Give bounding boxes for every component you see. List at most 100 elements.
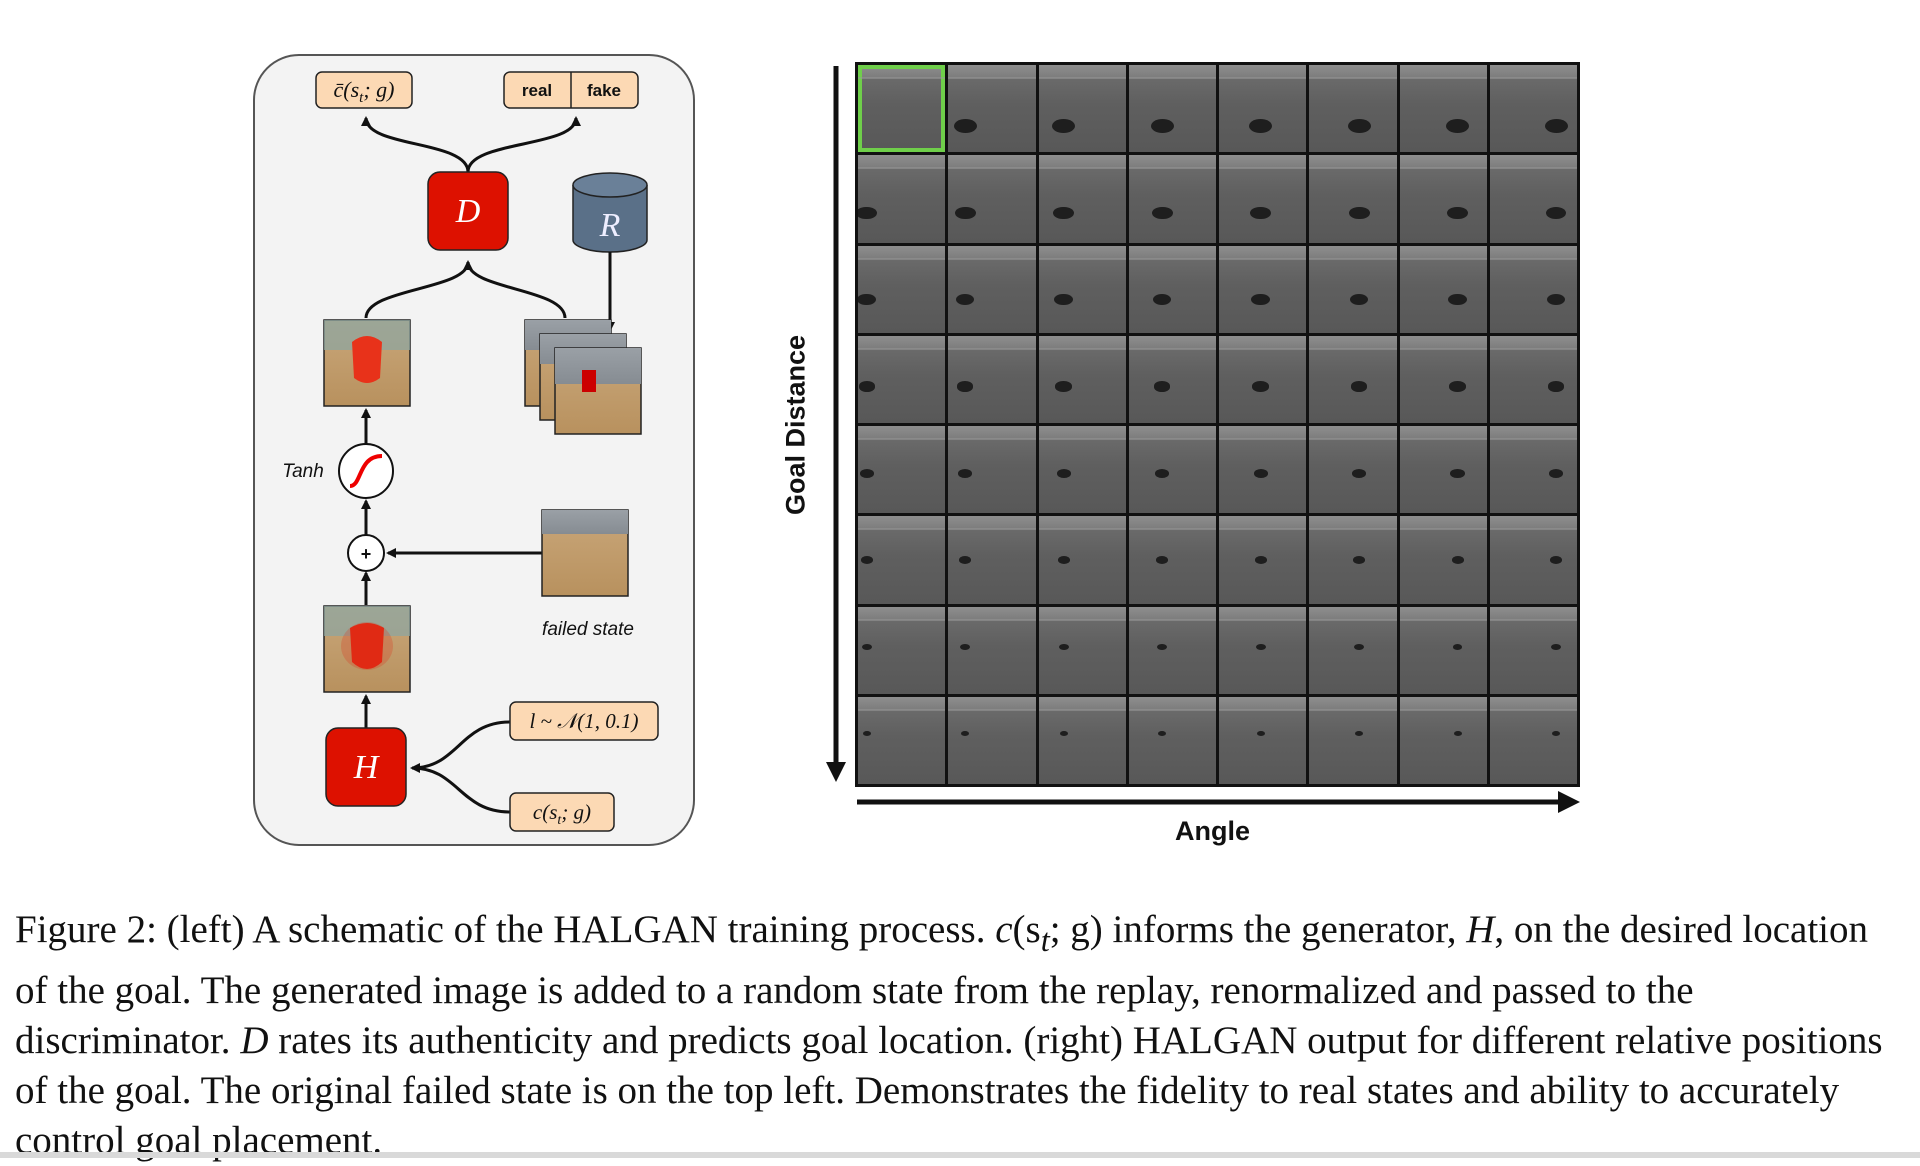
- real-label: real: [522, 81, 552, 100]
- grid-cell: [1038, 516, 1126, 604]
- x-axis-label: Angle: [1175, 816, 1251, 846]
- grid-cell: [948, 426, 1036, 514]
- goal-blob: [1054, 294, 1073, 306]
- grid-cell: [948, 155, 1036, 243]
- goal-blob: [1352, 468, 1367, 478]
- grid-cell: [1399, 65, 1487, 153]
- grid-cell: [858, 606, 946, 694]
- goal-blob: [1350, 381, 1368, 392]
- fake-label: fake: [587, 81, 621, 100]
- goal-blob: [860, 556, 873, 564]
- goal-blob: [1052, 119, 1076, 134]
- grid-cell: [1309, 155, 1397, 243]
- grid-cell: [1128, 606, 1216, 694]
- grid-cell: [1038, 65, 1126, 153]
- grid-cell: [1219, 696, 1307, 784]
- goal-blob: [1446, 119, 1470, 134]
- tanh-label: Tanh: [282, 461, 324, 482]
- goal-blob: [1157, 643, 1168, 650]
- caption-part2: informs the generator,: [1102, 908, 1467, 951]
- grid-cell: [1128, 155, 1216, 243]
- svg-text:D: D: [455, 193, 481, 230]
- x-axis-arrow: [857, 791, 1580, 813]
- real-fake-box: real fake: [503, 71, 639, 109]
- arrow-d-to-cbar: [361, 116, 470, 173]
- goal-blob: [858, 294, 877, 306]
- goal-blob: [955, 294, 975, 306]
- goal-blob: [1550, 556, 1563, 564]
- cbar-rest: ; g): [363, 77, 394, 102]
- goal-blob: [1155, 468, 1170, 478]
- goal-blob: [1256, 731, 1265, 737]
- grid-cell: [1038, 606, 1126, 694]
- grid-cell: [858, 696, 946, 784]
- goal-blob: [1548, 468, 1564, 478]
- caption-math-sub: t: [1040, 922, 1050, 959]
- goal-blob: [1544, 119, 1568, 134]
- grid-cell: [858, 516, 946, 604]
- grid-cell: [948, 245, 1036, 333]
- grid-cell: [1309, 245, 1397, 333]
- goal-blob: [959, 556, 972, 564]
- grid-cell: [1038, 426, 1126, 514]
- grid-cell: [1128, 245, 1216, 333]
- goal-blob: [960, 643, 971, 650]
- grid-cell: [858, 335, 946, 423]
- generated-image-normalized: [323, 319, 411, 407]
- goal-blob: [957, 381, 974, 392]
- c-label-rest: ; g): [561, 800, 591, 824]
- c-label-sub: t: [557, 813, 562, 828]
- grid-cell: [1219, 606, 1307, 694]
- c-label: c(s: [533, 800, 558, 824]
- goal-blob: [1255, 643, 1266, 650]
- caption-part1: (left) A schematic of the HALGAN trainin…: [156, 908, 996, 951]
- grid-cell: [1128, 696, 1216, 784]
- goal-blob: [1551, 643, 1561, 650]
- tanh-activation: Tanh: [282, 443, 394, 499]
- grid-cell: [1038, 155, 1126, 243]
- halgan-schematic: c̄(st; g) real fake D R: [253, 54, 846, 846]
- goal-blob: [1055, 381, 1072, 392]
- grid-cell: [1399, 606, 1487, 694]
- caption-part3: , on the desired location of the goal. T…: [15, 908, 1869, 1062]
- goal-blob: [862, 731, 871, 737]
- goal-blob: [1254, 556, 1267, 564]
- svg-text:c̄(st; g): c̄(st; g): [334, 77, 395, 106]
- grid-cell: [1309, 335, 1397, 423]
- goal-blob: [1453, 731, 1462, 737]
- grid-cell: [1399, 245, 1487, 333]
- grid-cell: [948, 696, 1036, 784]
- goal-blob: [1447, 206, 1468, 220]
- goal-blob: [1547, 381, 1565, 392]
- caption-math-open: (s: [1012, 908, 1041, 951]
- grid-cell: [1128, 516, 1216, 604]
- failed-state-image: [541, 509, 629, 597]
- goal-blob: [1353, 556, 1366, 564]
- goal-blob: [1347, 119, 1371, 134]
- grid-cell: [1489, 426, 1577, 514]
- grid-cell: [1219, 516, 1307, 604]
- cbar-output-box: c̄(st; g): [315, 71, 413, 109]
- replay-state-stack: [524, 319, 642, 435]
- grid-cell: [1489, 606, 1577, 694]
- goal-blob: [1156, 556, 1169, 564]
- goal-blob: [1251, 294, 1270, 306]
- goal-blob: [1053, 206, 1075, 220]
- grid-cell: [1309, 426, 1397, 514]
- grid-cell: [1489, 696, 1577, 784]
- grid-cell: [1219, 335, 1307, 423]
- cbar-sub: t: [359, 90, 364, 106]
- goal-blob: [1058, 643, 1069, 650]
- y-axis-arrowhead: [826, 762, 846, 782]
- caption-math-c: c: [995, 908, 1013, 951]
- y-axis-label: Goal Distance: [780, 334, 811, 516]
- grid-cell: [1489, 155, 1577, 243]
- goal-blob: [1355, 731, 1364, 737]
- grid-cell: [1309, 65, 1397, 153]
- noise-input-box: l ~ 𝒩(1, 0.1): [509, 701, 659, 741]
- caption-figure-label: Figure 2:: [15, 908, 157, 951]
- goal-blob: [858, 381, 875, 392]
- grid-cell: [1309, 516, 1397, 604]
- grid-cell: [1309, 606, 1397, 694]
- goal-blob: [1250, 206, 1272, 220]
